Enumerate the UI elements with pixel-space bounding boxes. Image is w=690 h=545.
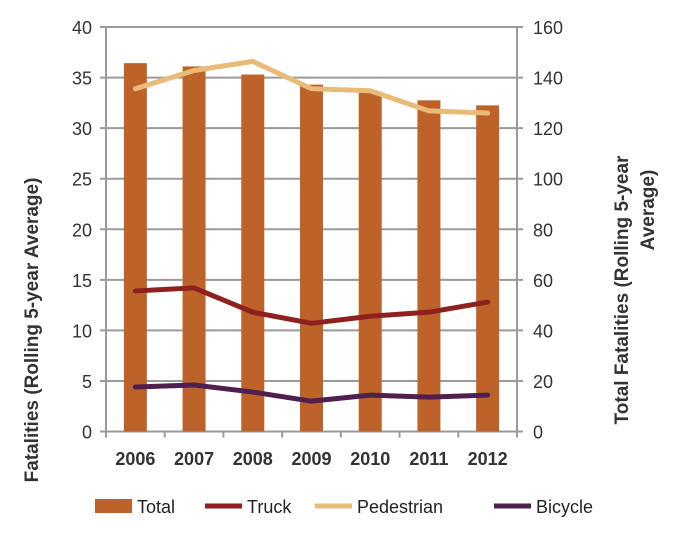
y-axis-title: Fatalities (Rolling 5-year Average) — [22, 178, 43, 483]
legend-label-bicycle: Bicycle — [536, 497, 593, 517]
y-tick-label: 5 — [82, 372, 92, 392]
y-tick-label: 10 — [72, 321, 92, 341]
y2-axis-title-line1: Total Fatalities (Rolling 5-year — [612, 155, 633, 424]
y2-tick-label: 60 — [533, 271, 553, 291]
y2-tick-label: 120 — [533, 119, 563, 139]
legend-label-truck: Truck — [247, 497, 292, 517]
x-tick-label: 2007 — [174, 449, 214, 469]
x-tick-label: 2010 — [350, 449, 390, 469]
legend-swatch-total — [95, 499, 132, 513]
bar-total — [182, 66, 206, 432]
y-tick-label: 15 — [72, 271, 92, 291]
line-truck — [132, 285, 491, 326]
y2-tick-label: 100 — [533, 170, 563, 190]
y2-tick-label: 0 — [533, 423, 543, 443]
y2-axis-title-line2: Average) — [638, 170, 659, 251]
bar-total — [123, 63, 147, 432]
y-tick-label: 40 — [72, 18, 92, 38]
x-tick-label: 2012 — [468, 449, 508, 469]
y2-tick-label: 80 — [533, 220, 553, 240]
bar-total — [241, 74, 265, 432]
bar-total — [417, 100, 441, 432]
line-pedestrian — [132, 58, 491, 116]
y2-tick-label: 40 — [533, 321, 553, 341]
y2-tick-label: 20 — [533, 372, 553, 392]
y2-tick-label: 160 — [533, 18, 563, 38]
y-tick-label: 30 — [72, 119, 92, 139]
y-tick-label: 35 — [72, 69, 92, 89]
x-tick-label: 2006 — [115, 449, 155, 469]
bar-total — [476, 105, 500, 432]
y-tick-label: 25 — [72, 170, 92, 190]
y-tick-label: 0 — [82, 423, 92, 443]
x-tick-label: 2009 — [291, 449, 331, 469]
y-tick-label: 20 — [72, 220, 92, 240]
y2-tick-label: 140 — [533, 69, 563, 89]
legend-label-pedestrian: Pedestrian — [357, 497, 443, 517]
x-tick-label: 2008 — [233, 449, 273, 469]
bar-total — [358, 91, 382, 432]
line-bicycle — [132, 382, 491, 404]
x-tick-label: 2011 — [409, 449, 448, 469]
bar-total — [300, 84, 323, 432]
legend-label-total: Total — [137, 497, 175, 517]
